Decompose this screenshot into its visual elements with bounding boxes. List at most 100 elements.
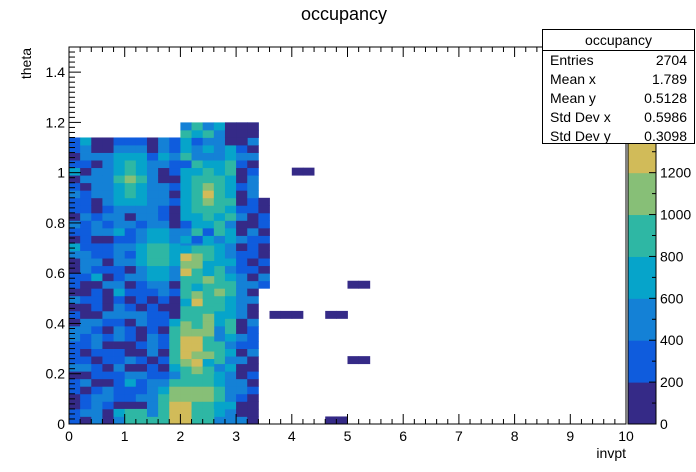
heat-cell — [91, 363, 103, 372]
heat-cell — [180, 205, 192, 214]
stats-title: occupancy — [543, 30, 694, 51]
heat-cell — [224, 258, 237, 267]
heat-cell — [146, 363, 159, 372]
palette-cell — [628, 256, 656, 299]
heat-cell — [236, 160, 248, 169]
heat-cell — [135, 356, 148, 365]
heat-cell — [124, 273, 137, 282]
heat-cell — [202, 268, 215, 277]
heat-cell — [247, 378, 259, 387]
heat-cell — [247, 160, 259, 169]
heat-cell — [80, 408, 92, 417]
heat-cell — [169, 190, 181, 199]
heat-cell-isolated — [358, 280, 371, 289]
heat-cell — [135, 363, 148, 372]
heat-cell — [124, 197, 137, 206]
heat-cell — [213, 401, 226, 410]
heat-cell — [158, 235, 170, 244]
heat-cell — [146, 250, 159, 259]
palette-cell — [628, 382, 656, 425]
heat-cell-isolated — [325, 416, 337, 425]
heat-cell — [102, 152, 114, 161]
heat-cell — [169, 220, 181, 229]
heat-cell — [113, 182, 126, 191]
heat-cell — [247, 167, 259, 176]
heat-cell — [124, 318, 137, 327]
heat-cell — [236, 175, 248, 184]
heat-cell — [258, 197, 270, 206]
heat-cell — [135, 235, 148, 244]
heat-cell — [202, 275, 215, 284]
heat-cell — [236, 318, 248, 327]
heat-cell — [202, 122, 215, 131]
heat-cell — [124, 152, 137, 161]
heat-cell — [247, 363, 259, 372]
heat-cell — [202, 336, 215, 344]
heat-cell — [202, 408, 215, 417]
heat-cell — [158, 416, 170, 425]
heat-cell — [224, 145, 237, 153]
heat-cell — [124, 303, 137, 312]
heat-cell — [169, 386, 181, 395]
heat-cell — [180, 401, 192, 410]
heat-cell — [113, 303, 126, 312]
heat-cell — [69, 295, 81, 304]
heat-cell — [146, 325, 159, 334]
heat-cell — [169, 416, 181, 425]
heat-cell — [180, 298, 192, 307]
heat-cell — [213, 295, 226, 304]
heat-cell — [69, 273, 81, 282]
heat-cell — [247, 145, 259, 153]
heat-cell — [113, 190, 126, 199]
heat-cell — [91, 235, 103, 244]
stats-row-mean-x: Mean x 1.789 — [543, 70, 694, 89]
heat-cell — [236, 333, 248, 342]
heat-cell — [180, 245, 192, 254]
heat-cell — [113, 416, 126, 425]
heat-cell — [146, 280, 159, 289]
heat-cell — [124, 265, 137, 274]
heat-cell — [247, 333, 259, 342]
heat-cell — [113, 386, 126, 395]
heat-cell — [69, 310, 81, 319]
heat-cell — [158, 363, 170, 372]
heat-cell — [191, 378, 204, 387]
heat-cell — [224, 325, 237, 334]
heat-cell — [135, 378, 148, 387]
heat-cell — [191, 145, 204, 153]
heat-cell — [102, 408, 114, 417]
heat-cell — [158, 371, 170, 380]
heat-cell — [135, 175, 148, 184]
heat-cell — [158, 182, 170, 191]
heat-cell — [169, 137, 181, 146]
heat-cell — [180, 197, 192, 206]
heat-cell — [180, 313, 192, 322]
heat-cell — [202, 190, 215, 199]
heat-cell — [135, 303, 148, 312]
stats-row-std-y: Std Dev y 0.3098 — [543, 127, 694, 146]
heat-cell — [213, 137, 226, 146]
heat-cell — [91, 137, 103, 146]
heat-cell — [124, 280, 137, 289]
heat-cell — [180, 268, 192, 277]
heat-cell — [247, 243, 259, 251]
heat-cell — [113, 175, 126, 184]
heat-cell — [102, 356, 114, 365]
heat-cell — [102, 348, 114, 357]
heat-cell — [69, 175, 81, 184]
heat-cell — [169, 167, 181, 176]
heat-cell — [69, 378, 81, 387]
heat-cell — [158, 265, 170, 274]
heat-cell — [80, 243, 92, 251]
x-tick-label: 8 — [511, 428, 519, 444]
heat-cell — [191, 393, 204, 402]
heat-cell — [180, 408, 192, 417]
heat-cell — [102, 220, 114, 229]
heat-cell — [202, 351, 215, 360]
heat-cell — [213, 273, 226, 282]
heat-cell-isolated — [224, 122, 237, 131]
z-tick-label: 1000 — [660, 207, 691, 223]
heat-cell — [202, 371, 215, 380]
heat-cell — [113, 288, 126, 297]
heat-cell — [213, 258, 226, 267]
